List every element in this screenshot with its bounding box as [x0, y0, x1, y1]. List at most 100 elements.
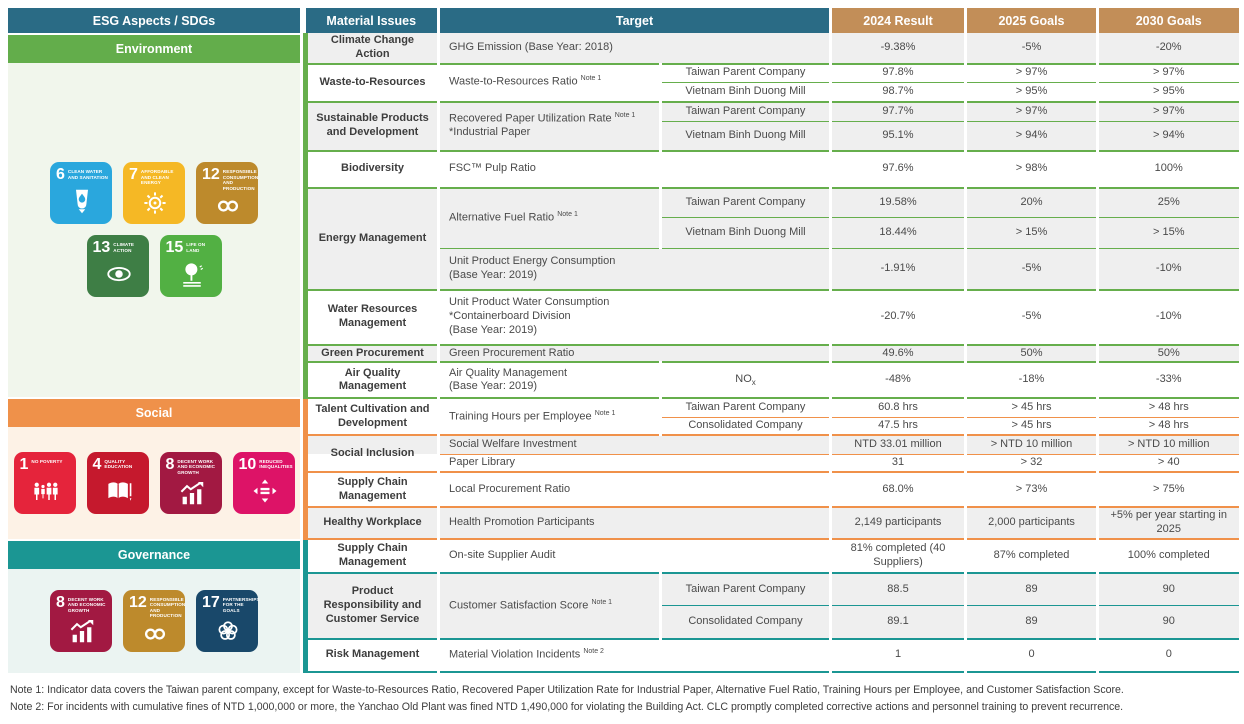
value-cell: -10%	[1096, 248, 1239, 291]
value-cell: > NTD 10 million	[964, 435, 1098, 455]
sdg-title: Reduced Inequalities	[259, 458, 293, 470]
target-cell: Local Procurement Ratio	[437, 472, 831, 509]
sub-target-cell: Vietnam Binh Duong Mill	[659, 217, 831, 249]
water-glass-icon	[56, 183, 108, 221]
table-row: Unit Product Energy Consumption (Base Yea…	[306, 248, 1239, 291]
sdg-12-icon: 12 Responsible Consumption and Production	[123, 589, 185, 652]
value-cell: 100%	[1096, 150, 1239, 189]
material-cell: Sustainable Products and Development	[303, 101, 439, 152]
value-cell: > 48 hrs	[1096, 398, 1239, 418]
table-row: Vietnam Binh Duong Mill 98.7% > 95% > 95…	[306, 82, 1239, 103]
sub-target-cell: Taiwan Parent Company	[659, 63, 831, 83]
value-cell: > 48 hrs	[1096, 417, 1239, 437]
value-cell: > 15%	[964, 217, 1098, 249]
value-cell: -33%	[1096, 362, 1239, 400]
table-row: Paper Library 31 > 32 > 40	[306, 454, 1239, 474]
sdg-1-icon: 1 No Poverty	[13, 451, 76, 514]
sdg-head: 12 Responsible Consumption and Production	[129, 593, 185, 619]
value-cell: 47.5 hrs	[829, 417, 966, 437]
table-row: Air Quality Management Air Quality Manag…	[303, 362, 1239, 400]
sdg-head: 8 Decent Work and Economic Growth	[165, 455, 218, 476]
sdg-number: 8	[56, 593, 65, 611]
sdg-title: Quality Education	[104, 458, 133, 470]
table-row: Supply Chain Management On-site Supplier…	[303, 538, 1239, 574]
section-social-bar: Social	[8, 398, 300, 427]
sun-icon	[129, 186, 181, 221]
material-issues-header: Material Issues	[305, 8, 439, 33]
sub-target-cell: Taiwan Parent Company	[659, 398, 831, 418]
sdg-head: 12 Responsible Consumption and Production	[202, 166, 258, 191]
material-cell: Green Procurement	[303, 344, 439, 364]
value-cell: 18.44%	[829, 217, 966, 249]
material-cell: Product Responsibility and Customer Serv…	[303, 572, 439, 640]
target-cell: Customer Satisfaction Score Note 1	[437, 572, 661, 640]
sub-target-cell: Vietnam Binh Duong Mill	[659, 121, 831, 152]
sdg-title: Clean Water and Sanitation	[67, 169, 108, 180]
section-environment-body: 6 Clean Water and Sanitation 7 Affordable …	[8, 63, 300, 397]
value-cell: 90	[1096, 605, 1239, 640]
sdg-number: 13	[92, 239, 111, 257]
value-cell: > 98%	[964, 150, 1098, 189]
sdg-head: 13 Climate Action	[92, 239, 145, 257]
sdg-title: Affordable and Clean Energy	[140, 169, 174, 186]
value-cell: > 45 hrs	[964, 417, 1098, 437]
value-cell: 89	[964, 572, 1098, 607]
sdg-title: Climate Action	[113, 242, 135, 253]
value-cell: -18%	[964, 362, 1098, 400]
tree-icon	[166, 256, 218, 294]
target-cell: Alternative Fuel Ratio Note 1	[437, 187, 661, 249]
section-environment-bar: Environment	[8, 35, 300, 63]
footnote-1: Note 1: Indicator data covers the Taiwan…	[10, 683, 1124, 696]
value-cell: > 45 hrs	[964, 398, 1098, 418]
sdg-number: 12	[129, 593, 147, 611]
sdg-7-icon: 7 Affordable and Clean Energy	[123, 162, 185, 225]
value-cell: > 97%	[964, 63, 1098, 83]
target-cell: FSC™ Pulp Ratio	[437, 150, 831, 189]
sdg-number: 1	[19, 455, 29, 473]
value-cell: -1.91%	[829, 248, 966, 291]
sdg-number: 8	[165, 455, 175, 473]
table-row: Energy Management Alternative Fuel Ratio…	[303, 187, 1239, 291]
esg-targets-table: Material Issues Target 2024 Result 2025 …	[303, 8, 1239, 673]
sdg-row: 1 No Poverty 4 Quality Education 8 Decent W…	[13, 451, 295, 514]
value-cell: -5%	[964, 289, 1098, 346]
value-cell: > 94%	[964, 121, 1098, 152]
table-row: Consolidated Company 47.5 hrs > 45 hrs >…	[306, 417, 1239, 437]
sdg-number: 15	[165, 239, 184, 257]
sdg-row: 8 Decent Work and Economic Growth 12 Respo…	[50, 589, 260, 652]
value-cell: 31	[829, 454, 966, 474]
material-cell: Talent Cultivation and Development	[303, 398, 439, 437]
value-cell: 97.6%	[829, 150, 966, 189]
section-governance-bar: Governance	[8, 541, 300, 570]
material-cell: Waste-to-Resources	[303, 63, 439, 103]
footnotes: Note 1: Indicator data covers the Taiwan…	[10, 682, 1236, 716]
sdg-15-icon: 15 Life on Land	[159, 235, 222, 298]
value-cell: 89	[964, 605, 1098, 640]
value-cell: NTD 33.01 million	[829, 435, 966, 455]
sdg-17-icon: 17 Partnerships for the Goals	[196, 589, 260, 652]
target-cell: Green Procurement Ratio	[437, 344, 831, 364]
material-cell: Energy Management	[303, 187, 439, 291]
sub-target-cell: Vietnam Binh Duong Mill	[659, 82, 831, 103]
value-cell: 97.8%	[829, 63, 966, 83]
value-cell: > NTD 10 million	[1096, 435, 1239, 455]
table-row: Social Inclusion Social Welfare Investme…	[303, 435, 1239, 474]
esg-aspects-panel: ESG Aspects / SDGs Environment 6 Clean Wa…	[8, 8, 300, 673]
target-cell: Paper Library	[437, 454, 831, 474]
target-cell: Health Promotion Participants	[437, 507, 831, 540]
sdg-row: 13 Climate Action 15 Life on Land	[86, 235, 222, 298]
sdg-number: 12	[202, 166, 220, 184]
main-layout: ESG Aspects / SDGs Environment 6 Clean Wa…	[8, 8, 1239, 673]
sdg-head: 1 No Poverty	[19, 455, 72, 473]
value-cell: -20%	[1096, 33, 1239, 65]
value-cell: -20.7%	[829, 289, 966, 346]
value-cell: 50%	[1096, 344, 1239, 364]
sdg-title: Decent Work and Economic Growth	[67, 596, 106, 613]
value-cell: > 40	[1096, 454, 1239, 474]
sdg-4-icon: 4 Quality Education	[86, 451, 149, 514]
material-cell: Healthy Workplace	[303, 507, 439, 540]
table-header-row: Material Issues Target 2024 Result 2025 …	[305, 8, 1239, 33]
table-row: Risk Management Material Violation Incid…	[303, 638, 1239, 673]
material-cell: Supply Chain Management	[303, 538, 439, 574]
sub-target-cell: Taiwan Parent Company	[659, 572, 831, 607]
